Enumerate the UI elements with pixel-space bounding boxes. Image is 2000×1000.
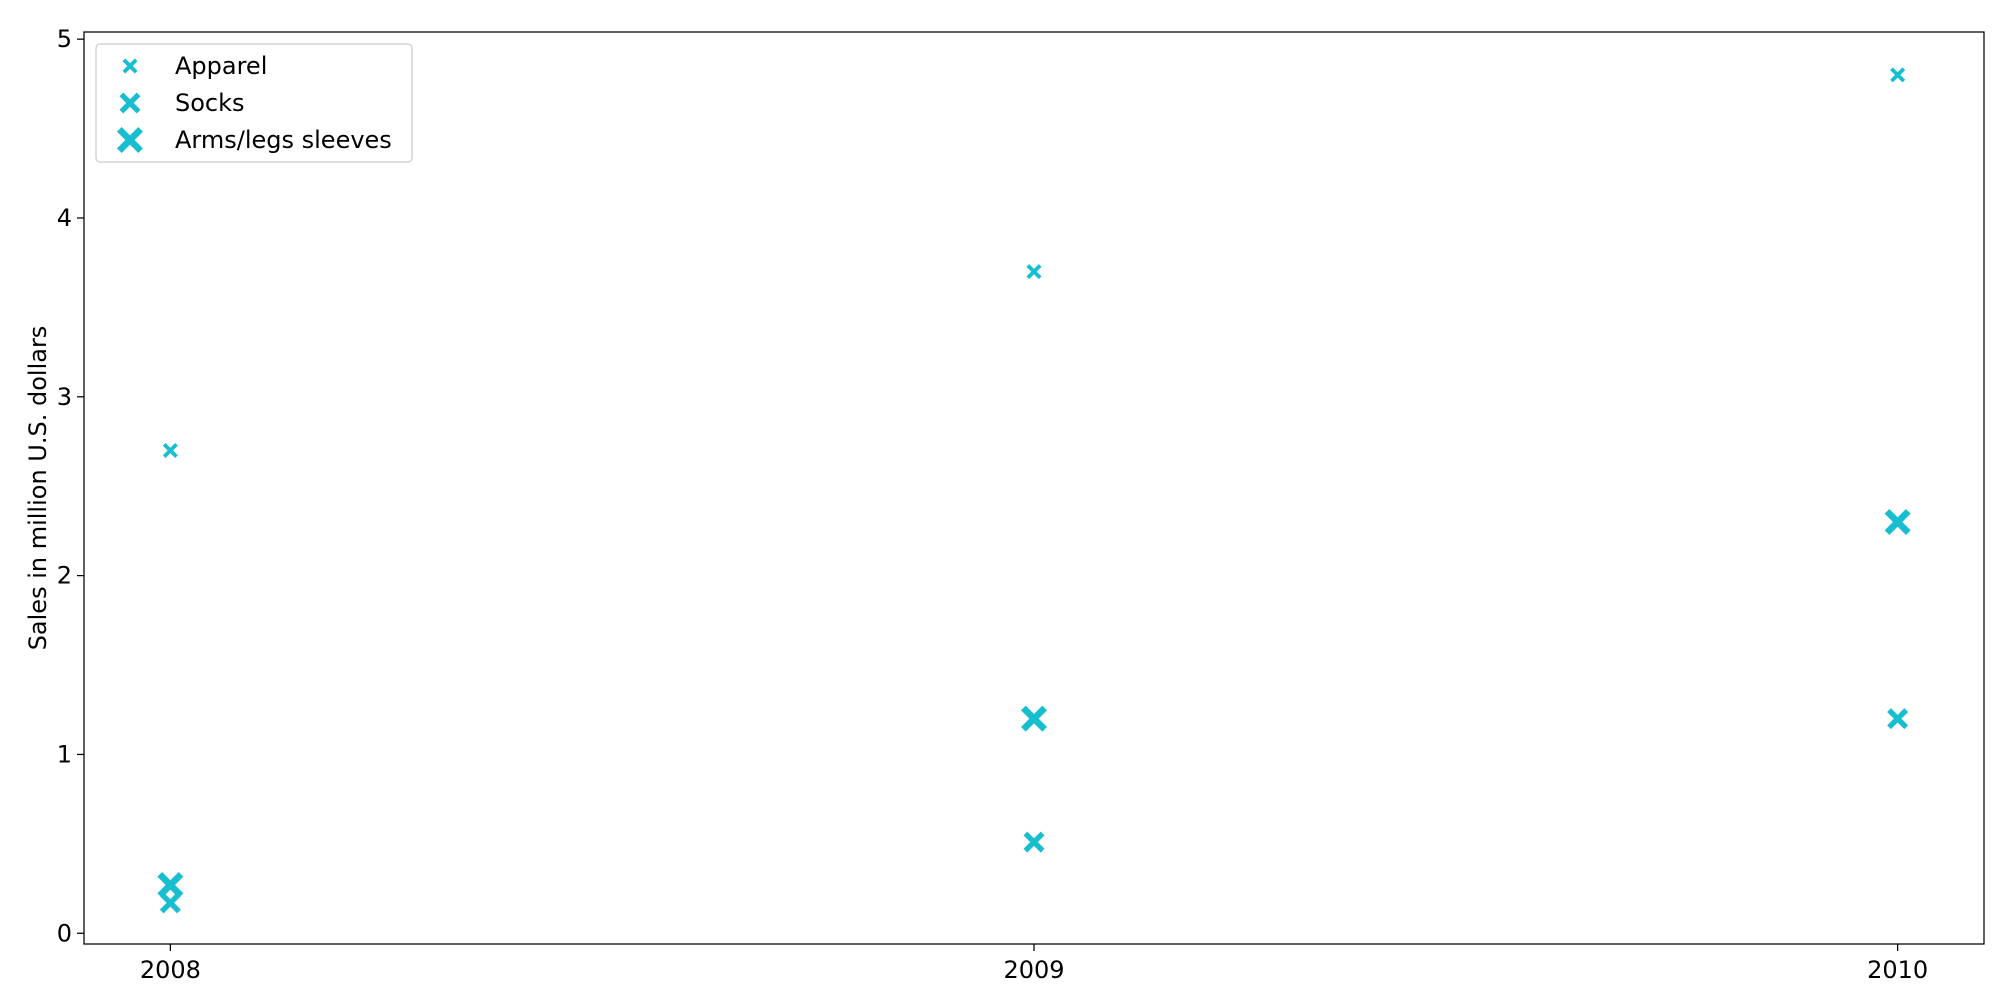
x-tick-label: 2008: [140, 956, 201, 984]
y-axis-label: Sales in million U.S. dollars: [24, 326, 52, 651]
legend-label: Socks: [175, 89, 245, 117]
x-tick-label: 2010: [1867, 956, 1928, 984]
plot-area: [83, 31, 1985, 945]
data-point-socks: [1887, 708, 1909, 730]
y-tick-label: 2: [57, 562, 72, 590]
data-point-apparel: [1026, 264, 1042, 280]
legend: Apparel Socks Arms/legs sleeves: [95, 43, 413, 163]
data-point-apparel: [162, 442, 178, 458]
data-point-apparel: [1890, 67, 1906, 83]
legend-frame: [95, 43, 413, 163]
data-point-arms-legs-sleeves: [1021, 705, 1047, 732]
data-point-socks: [159, 892, 181, 914]
y-tick-label: 5: [57, 25, 72, 53]
y-tick-label: 0: [57, 919, 72, 947]
legend-marker: [122, 58, 138, 74]
legend-marker: [117, 127, 143, 153]
data-point-arms-legs-sleeves: [157, 871, 184, 898]
data-points: [157, 67, 1911, 914]
data-point-arms-legs-sleeves: [1884, 508, 1911, 535]
legend-label: Apparel: [175, 52, 267, 80]
legend-label: Arms/legs sleeves: [175, 126, 392, 154]
x-tick-label: 2009: [1003, 956, 1064, 984]
y-tick-label: 4: [57, 204, 72, 232]
x-axis: 2008 2009 2010: [140, 944, 1928, 984]
data-point-socks: [1023, 831, 1045, 853]
y-tick-label: 1: [57, 740, 72, 768]
y-axis: 0 1 2 3 4 5: [57, 25, 84, 947]
legend-marker: [119, 92, 141, 114]
y-tick-label: 3: [57, 383, 72, 411]
